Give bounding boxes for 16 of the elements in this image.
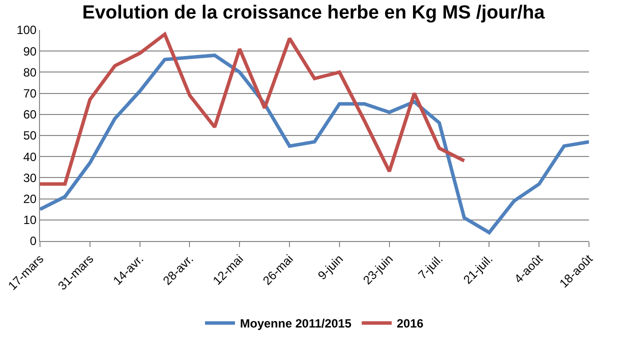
y-tick-label: 70 (23, 86, 37, 100)
y-tick-label: 40 (23, 150, 37, 164)
line-series (40, 32, 466, 186)
y-tick-label: 60 (23, 108, 37, 122)
chart-title: Evolution de la croissance herbe en Kg MS /jour/ha (82, 2, 546, 24)
y-tick-label: 20 (23, 192, 37, 206)
y-tick-label: 90 (23, 44, 37, 58)
y-tick-label: 80 (23, 65, 37, 80)
y-tick-label: 30 (23, 170, 37, 185)
line-series (40, 54, 589, 234)
legend-label: Moyenne 2011/2015 (240, 316, 352, 331)
y-tick-label: 10 (23, 213, 37, 228)
legend-label: 2016 (396, 316, 424, 331)
y-tick-label: 50 (23, 128, 37, 143)
y-tick-label: 0 (30, 234, 37, 248)
y-tick-label: 100 (16, 23, 37, 38)
